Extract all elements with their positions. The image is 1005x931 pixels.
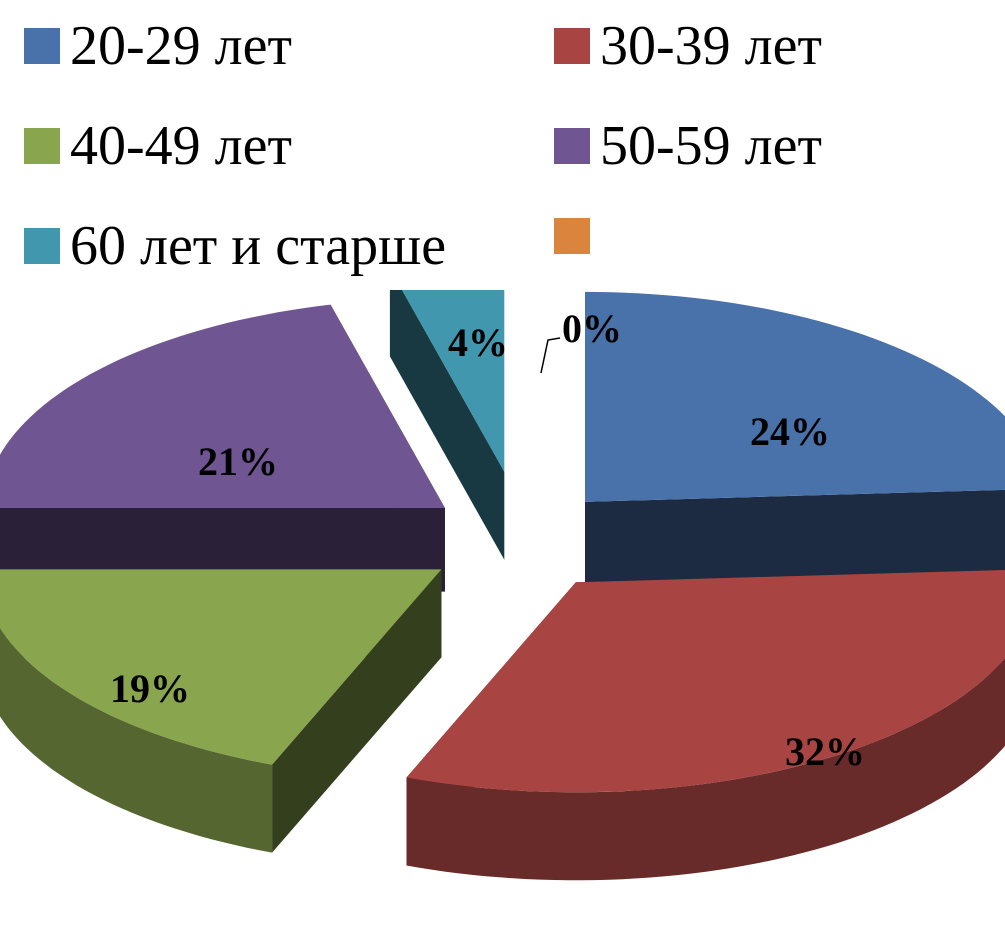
pie-slice	[0, 569, 442, 853]
legend-label: 50-59 лет	[600, 115, 822, 177]
legend-item-30-39: 30-39 лет	[554, 18, 822, 74]
slice-top-face	[402, 290, 505, 472]
data-label: 24%	[750, 409, 830, 454]
slice-top-face	[406, 569, 1005, 793]
legend-label: 60 лет и старше	[70, 215, 447, 277]
legend-item-60-plus: 60 лет и старше	[24, 218, 446, 274]
slice-top-face	[585, 291, 1005, 502]
pie-slice	[585, 291, 1005, 590]
legend-swatch	[24, 228, 60, 264]
legend-swatch	[554, 28, 590, 64]
legend-label: 20-29 лет	[70, 15, 292, 77]
slice-side-start	[389, 290, 505, 560]
legend-label: 30-39 лет	[600, 15, 822, 77]
pie-slice	[406, 569, 1005, 881]
data-label: 19%	[110, 666, 190, 711]
data-label: 32%	[785, 729, 865, 774]
legend-swatch	[554, 128, 590, 164]
legend-label: 40-49 лет	[70, 115, 292, 177]
legend-item-50-59: 50-59 лет	[554, 118, 822, 174]
legend-item-empty	[554, 218, 600, 254]
legend-swatch	[24, 128, 60, 164]
data-label: 21%	[198, 439, 278, 484]
pie-chart: 24% 32% 19% 21% 4% 0%	[0, 290, 1005, 881]
legend-swatch	[24, 28, 60, 64]
pie-slice	[389, 290, 505, 560]
legend-item-40-49: 40-49 лет	[24, 118, 292, 174]
chart-legend: 20-29 лет 30-39 лет 40-49 лет 50-59 лет …	[0, 0, 1005, 290]
slice-outer-wall	[0, 628, 273, 853]
data-label: 4%	[448, 320, 508, 365]
data-label: 0%	[562, 306, 622, 351]
slice-top-face	[0, 304, 445, 508]
legend-swatch	[554, 218, 590, 254]
slice-top-face	[0, 569, 442, 765]
leader-line	[540, 337, 561, 374]
slice-outer-wall	[406, 657, 1005, 881]
slice-side-end	[585, 489, 1005, 590]
legend-item-20-29: 20-29 лет	[24, 18, 292, 74]
